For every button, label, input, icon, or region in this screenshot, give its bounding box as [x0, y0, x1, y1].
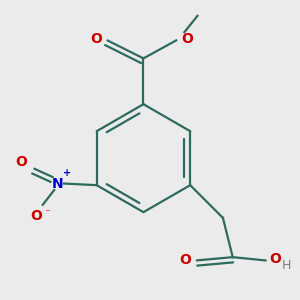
Text: O: O: [16, 155, 27, 169]
Text: O: O: [30, 209, 42, 223]
Text: +: +: [63, 168, 71, 178]
Text: O: O: [269, 252, 281, 266]
Text: O: O: [182, 32, 194, 46]
Text: N: N: [52, 176, 63, 190]
Text: O: O: [90, 32, 102, 46]
Text: O: O: [179, 254, 191, 267]
Text: ⁻: ⁻: [45, 208, 51, 218]
Text: H: H: [282, 259, 291, 272]
